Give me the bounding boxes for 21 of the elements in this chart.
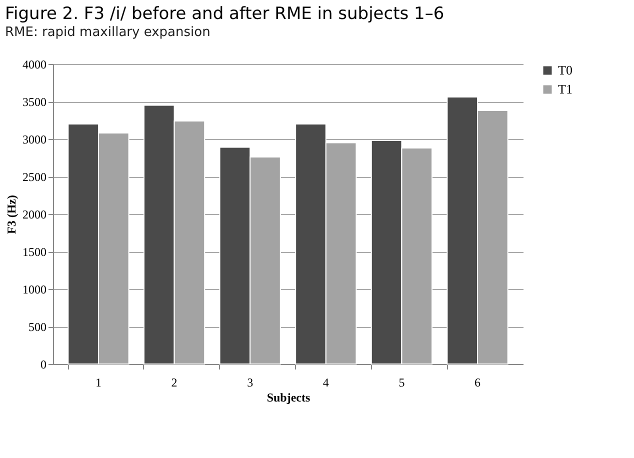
y-tick-label: 0 [40, 358, 46, 372]
x-tick-label: 2 [171, 376, 178, 390]
y-tick-label: 4000 [22, 58, 46, 72]
y-tick-label: 2500 [22, 170, 46, 184]
x-tick-label: 4 [322, 376, 329, 390]
chart-subtitle: RME: rapid maxillary expansion [5, 25, 210, 40]
x-tick-label: 5 [398, 376, 405, 390]
y-axis-title: F3 (Hz) [4, 195, 18, 234]
x-tick-label: 6 [474, 376, 481, 390]
legend-label: T0 [558, 62, 572, 78]
y-tick-label: 3500 [22, 95, 46, 109]
legend-label: T1 [558, 82, 572, 96]
y-tick-label: 1500 [22, 245, 46, 259]
x-tick-label: 3 [247, 376, 254, 390]
chart-title: Figure 2. F3 /i/ before and after RME in subjects 1–6 [5, 4, 444, 24]
y-tick-label: 3000 [22, 132, 46, 146]
x-tick-label: 1 [95, 376, 102, 390]
y-tick-label: 500 [28, 320, 46, 334]
y-tick-label: 1000 [22, 282, 46, 296]
x-axis-title: Subjects [266, 390, 310, 404]
y-tick-label: 2000 [22, 208, 46, 222]
